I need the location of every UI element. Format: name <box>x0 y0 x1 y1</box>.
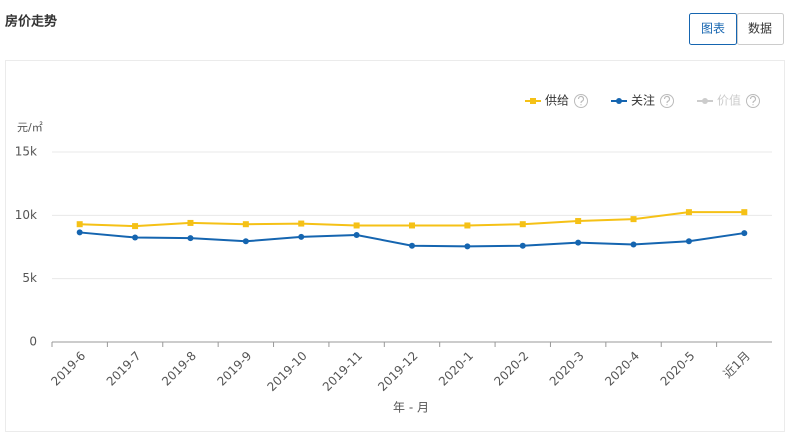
marker <box>353 222 360 229</box>
help-icon-glyph <box>577 95 585 106</box>
x-tick-label: 2019-10 <box>264 349 309 394</box>
marker <box>76 229 83 236</box>
marker <box>519 242 526 249</box>
marker <box>353 231 360 238</box>
marker <box>298 233 305 240</box>
x-tick-label: 2020-2 <box>491 349 531 389</box>
legend-label[interactable]: 供给 <box>545 94 569 108</box>
x-tick-label: 2020-5 <box>658 349 698 389</box>
marker <box>464 222 471 229</box>
y-tick-label: 10k <box>15 208 37 222</box>
x-axis-label: 年 - 月 <box>393 401 429 415</box>
marker <box>685 238 692 245</box>
marker <box>242 221 249 228</box>
tab-label[interactable]: 数据 <box>748 21 772 36</box>
marker <box>409 242 415 249</box>
x-tick-label: 2020-3 <box>547 349 587 389</box>
legend-marker <box>702 98 708 104</box>
legend-marker <box>616 98 622 104</box>
x-tick-label: 2020-4 <box>602 349 642 389</box>
chart-panel <box>5 60 785 432</box>
x-tick-label: 近1月 <box>721 349 753 381</box>
marker <box>242 238 249 245</box>
help-icon[interactable] <box>660 94 674 108</box>
chart-title: 房价走势 <box>5 14 57 30</box>
marker <box>741 230 748 237</box>
marker <box>76 221 83 228</box>
marker <box>187 219 194 226</box>
marker <box>575 218 582 225</box>
marker <box>298 220 305 227</box>
marker <box>132 223 139 230</box>
y-axis-label: 元/㎡ <box>17 121 43 134</box>
x-tick-label: 2020-1 <box>436 349 476 389</box>
help-icon[interactable] <box>746 94 760 108</box>
legend-marker <box>530 98 536 104</box>
marker <box>132 234 139 241</box>
y-tick-label: 0 <box>29 335 37 349</box>
y-tick-label: 15k <box>15 145 37 159</box>
tab-label[interactable]: 图表 <box>701 22 725 36</box>
y-tick-label: 5k <box>22 271 37 285</box>
tab-data[interactable] <box>737 13 784 45</box>
marker <box>685 209 692 216</box>
x-tick-label: 2019-11 <box>320 349 365 394</box>
legend-label[interactable]: 价值 <box>717 93 741 108</box>
x-tick-label: 2019-12 <box>375 349 420 394</box>
marker <box>630 241 637 248</box>
x-tick-label: 2019-6 <box>48 349 88 389</box>
marker <box>464 243 471 250</box>
x-tick-label: 2019-9 <box>214 349 254 389</box>
marker <box>519 221 526 228</box>
marker <box>575 239 582 246</box>
help-icon-glyph <box>749 95 757 106</box>
x-tick-label: 2019-8 <box>159 349 199 389</box>
help-icon[interactable] <box>574 94 588 108</box>
marker <box>187 235 194 242</box>
legend-label[interactable]: 关注 <box>631 93 655 108</box>
marker <box>409 222 415 229</box>
tab-chart[interactable] <box>689 13 737 45</box>
marker <box>630 216 637 223</box>
marker <box>741 209 748 216</box>
x-tick-label: 2019-7 <box>104 349 144 389</box>
help-icon-glyph <box>663 95 671 106</box>
